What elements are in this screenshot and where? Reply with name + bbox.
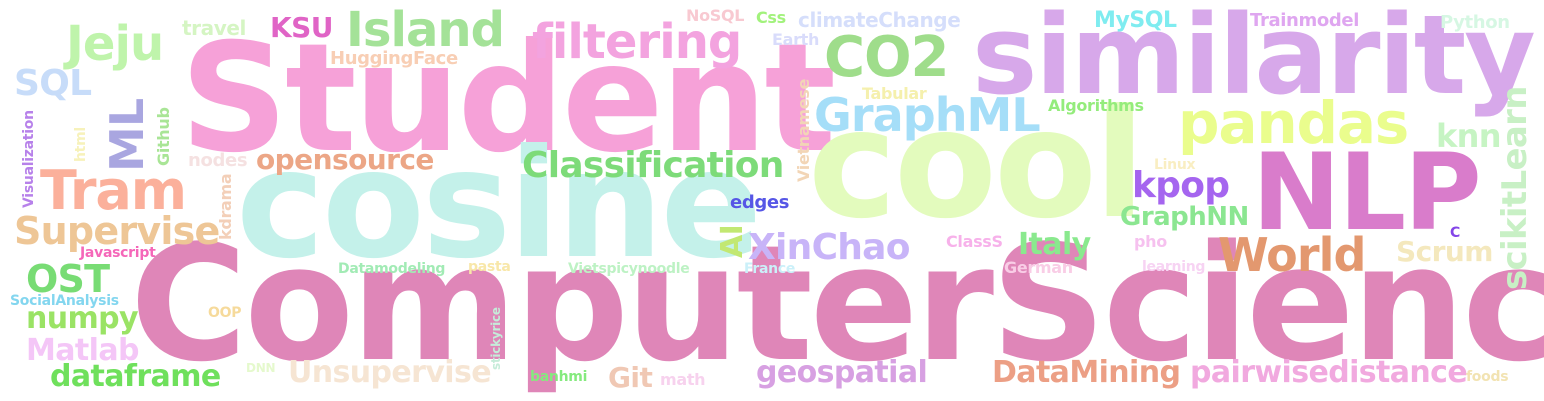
word: Matlab bbox=[26, 333, 139, 368]
word: geospatial bbox=[756, 355, 928, 390]
word: travel bbox=[182, 16, 246, 40]
word: Javascript bbox=[80, 245, 156, 261]
word: C bbox=[1450, 225, 1460, 241]
word: ML bbox=[100, 98, 154, 172]
word: GraphNN bbox=[1120, 202, 1249, 232]
word: knn bbox=[1436, 117, 1502, 155]
word: cool bbox=[808, 78, 1145, 252]
word: NLP bbox=[1252, 131, 1482, 254]
word: numpy bbox=[26, 301, 139, 336]
word: pho bbox=[1134, 232, 1167, 251]
word: math bbox=[660, 370, 706, 389]
word: pasta bbox=[468, 259, 511, 275]
word: Visualization bbox=[21, 110, 37, 208]
word: Italy bbox=[1018, 227, 1091, 262]
word: Css bbox=[756, 8, 786, 27]
word: Python bbox=[1440, 12, 1510, 33]
word: Vietnamese bbox=[794, 79, 813, 182]
word: World bbox=[1218, 228, 1366, 282]
word: ClassS bbox=[946, 232, 1003, 251]
word: Algorithms bbox=[1048, 96, 1144, 115]
word: France bbox=[744, 261, 796, 277]
word: SocialAnalysis bbox=[10, 293, 119, 309]
word: Vietspicynoodle bbox=[568, 261, 690, 277]
word: Trainmodel bbox=[1250, 10, 1360, 31]
word: ComputerScience bbox=[130, 210, 1544, 397]
word: XinChao bbox=[748, 227, 910, 268]
word: SQL bbox=[14, 63, 92, 104]
word: stickyrice bbox=[489, 307, 503, 370]
word: Git bbox=[608, 361, 653, 394]
word: KSU bbox=[270, 11, 333, 44]
word: edges bbox=[730, 192, 790, 213]
word: foods bbox=[1466, 369, 1509, 385]
word: filtering bbox=[532, 14, 742, 70]
word: Supervise bbox=[14, 209, 220, 253]
word: DataMining bbox=[992, 355, 1181, 390]
word: Island bbox=[346, 2, 505, 58]
word: Scrum bbox=[1396, 235, 1493, 268]
word: Classification bbox=[522, 145, 784, 186]
word: HuggingFace bbox=[330, 48, 458, 69]
word: pairwisedistance bbox=[1190, 355, 1468, 390]
word: climateChange bbox=[798, 8, 961, 32]
word: DNN bbox=[246, 361, 276, 375]
word: Tram bbox=[40, 159, 187, 222]
word: NoSQL bbox=[686, 6, 745, 25]
word: Github bbox=[154, 107, 173, 166]
word: cosine bbox=[236, 118, 762, 292]
word: similarity bbox=[972, 0, 1536, 119]
word: MySQL bbox=[1094, 8, 1177, 33]
word: GraphML bbox=[814, 88, 1041, 142]
word: scikitLearn bbox=[1495, 86, 1535, 290]
word: Tabular bbox=[862, 84, 927, 103]
word: learning bbox=[1142, 259, 1206, 275]
word: OST bbox=[26, 257, 110, 301]
word: opensource bbox=[256, 143, 434, 176]
word: dataframe bbox=[50, 359, 221, 394]
word: German bbox=[1004, 258, 1073, 277]
word: AI bbox=[715, 224, 750, 258]
word: html bbox=[73, 127, 89, 162]
word: kpop bbox=[1132, 165, 1230, 206]
word: banhmi bbox=[530, 369, 588, 385]
word: kdrama bbox=[216, 173, 235, 240]
word: nodes bbox=[188, 150, 248, 171]
word: Unsupervise bbox=[288, 355, 492, 390]
word: Earth bbox=[772, 30, 820, 49]
word: Student bbox=[180, 12, 836, 186]
word: Jeju bbox=[66, 16, 164, 72]
word: pandas bbox=[1178, 89, 1409, 157]
word: Linux bbox=[1154, 157, 1196, 173]
word: Datamodeling bbox=[338, 261, 446, 277]
word: OOP bbox=[208, 305, 242, 321]
word: CO2 bbox=[824, 25, 949, 90]
